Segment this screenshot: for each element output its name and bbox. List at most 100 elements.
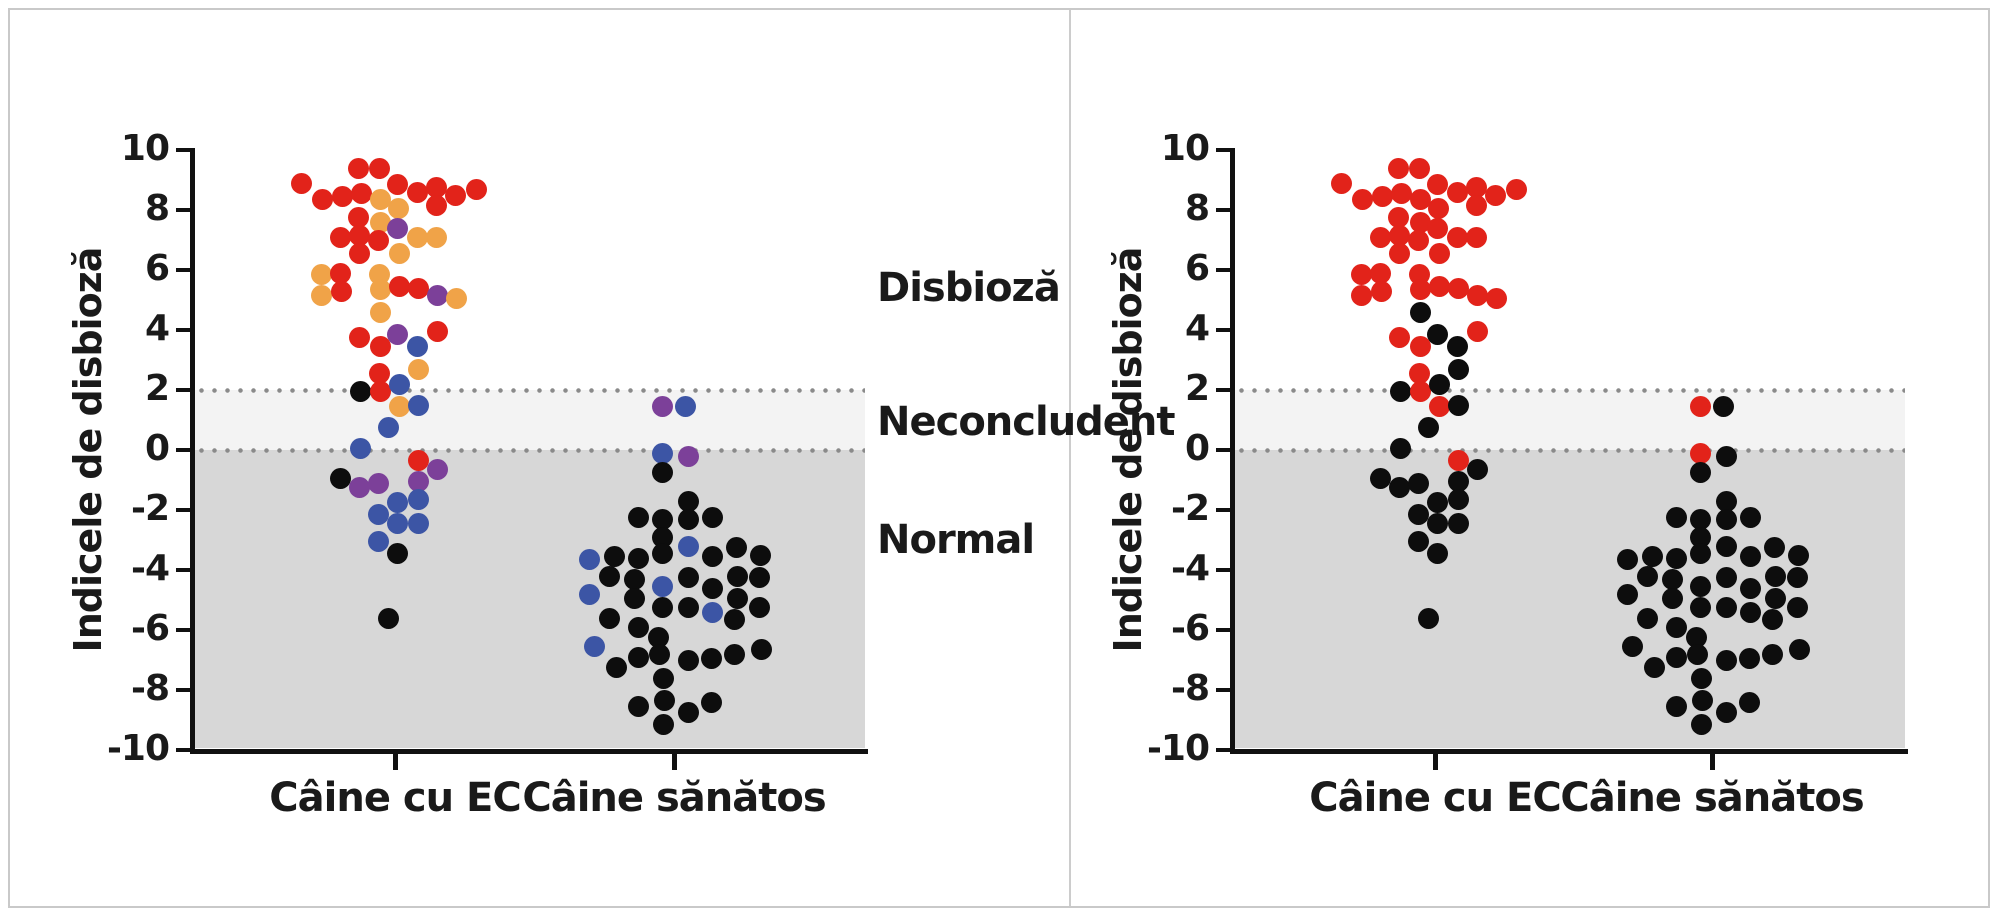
y-tick	[176, 508, 190, 512]
data-point	[749, 544, 771, 566]
data-point	[1330, 172, 1352, 194]
data-point	[677, 535, 699, 557]
data-point	[1665, 616, 1687, 638]
y-tick-label: -4	[131, 548, 170, 589]
y-tick-label: -8	[131, 668, 170, 709]
y-axis-line	[190, 148, 195, 754]
data-point	[388, 373, 410, 395]
data-point	[1387, 207, 1409, 228]
data-point	[369, 381, 391, 402]
data-point	[1409, 301, 1431, 323]
data-point	[1661, 568, 1683, 590]
data-point	[677, 445, 699, 467]
data-point	[386, 492, 408, 513]
data-point	[1661, 588, 1683, 609]
data-point	[369, 279, 391, 300]
data-point	[377, 607, 399, 629]
data-point	[1446, 226, 1468, 248]
data-point	[1788, 639, 1810, 660]
data-point	[1447, 394, 1469, 416]
data-point	[1417, 607, 1439, 629]
x-axis-line	[190, 749, 868, 754]
data-point	[750, 639, 772, 660]
data-point	[1426, 324, 1448, 345]
data-point	[652, 714, 674, 735]
y-tick	[1216, 568, 1230, 572]
data-point	[1446, 336, 1468, 357]
data-point	[444, 184, 466, 206]
data-point	[1369, 468, 1391, 489]
reference-line-0	[1235, 448, 1905, 453]
data-point	[1371, 186, 1393, 207]
data-point	[1408, 363, 1430, 384]
data-point	[1689, 396, 1711, 417]
y-tick-label: 4	[1184, 308, 1210, 349]
data-point	[1763, 537, 1785, 558]
data-point	[1409, 211, 1431, 233]
data-point	[1787, 544, 1809, 566]
y-tick-label: -4	[1171, 548, 1210, 589]
data-point	[726, 588, 748, 609]
data-point	[1407, 504, 1429, 525]
zone-band-inconclusive	[195, 390, 865, 450]
data-point	[348, 477, 370, 498]
data-point	[386, 217, 408, 239]
data-point	[425, 226, 447, 248]
data-point	[627, 696, 649, 717]
data-point	[578, 549, 600, 570]
data-point	[1505, 178, 1527, 200]
data-point	[700, 691, 722, 713]
data-point	[701, 601, 723, 623]
data-point	[651, 543, 673, 564]
data-point	[1447, 471, 1469, 492]
x-category-label: Câine sănătos	[1560, 775, 1864, 821]
data-point	[1426, 174, 1448, 195]
y-tick	[176, 208, 190, 212]
data-point	[1715, 649, 1737, 671]
data-point	[347, 157, 369, 179]
data-point	[1407, 472, 1429, 494]
y-tick	[176, 268, 190, 272]
data-point	[407, 394, 429, 416]
data-point	[651, 508, 673, 530]
data-point	[407, 471, 429, 492]
data-point	[407, 513, 429, 534]
data-point	[1689, 597, 1711, 618]
y-tick-label: 8	[144, 188, 170, 229]
data-point	[310, 264, 332, 285]
data-point	[426, 285, 448, 306]
zone-label-inconclusive: Neconcludent	[877, 399, 1176, 445]
data-point	[1636, 565, 1658, 587]
data-point	[1466, 321, 1488, 342]
data-point	[1426, 217, 1448, 239]
y-tick-label: 0	[144, 428, 170, 469]
data-point	[425, 195, 447, 216]
x-axis-line	[1230, 749, 1908, 754]
data-point	[386, 513, 408, 534]
y-tick	[176, 568, 190, 572]
data-point	[1643, 657, 1665, 678]
data-point	[1388, 243, 1410, 264]
data-point	[388, 396, 410, 417]
data-point	[583, 636, 605, 657]
y-tick-label: -10	[1146, 728, 1210, 769]
data-point	[651, 597, 673, 618]
data-point	[1408, 157, 1430, 179]
data-point	[348, 225, 370, 246]
y-tick	[176, 448, 190, 452]
y-tick	[1216, 148, 1230, 152]
data-point	[1389, 381, 1411, 402]
data-point	[1616, 549, 1638, 570]
data-point	[369, 336, 391, 357]
data-point	[1715, 445, 1737, 467]
y-tick-label: -10	[106, 728, 170, 769]
data-point	[1739, 507, 1761, 528]
zone-band-inconclusive	[1235, 390, 1905, 450]
data-point	[701, 507, 723, 528]
y-tick-label: -2	[131, 488, 170, 529]
data-point	[651, 462, 673, 483]
data-point	[700, 648, 722, 669]
data-point	[652, 667, 674, 689]
data-point	[748, 597, 770, 618]
data-point	[1761, 643, 1783, 665]
